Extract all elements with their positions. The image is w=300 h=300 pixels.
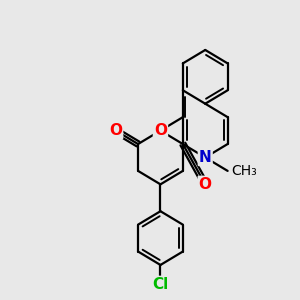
Text: Cl: Cl [152,277,169,292]
Text: O: O [199,177,212,192]
Text: O: O [154,123,167,138]
Text: N: N [199,150,211,165]
Text: CH₃: CH₃ [231,164,257,178]
Text: O: O [109,123,122,138]
